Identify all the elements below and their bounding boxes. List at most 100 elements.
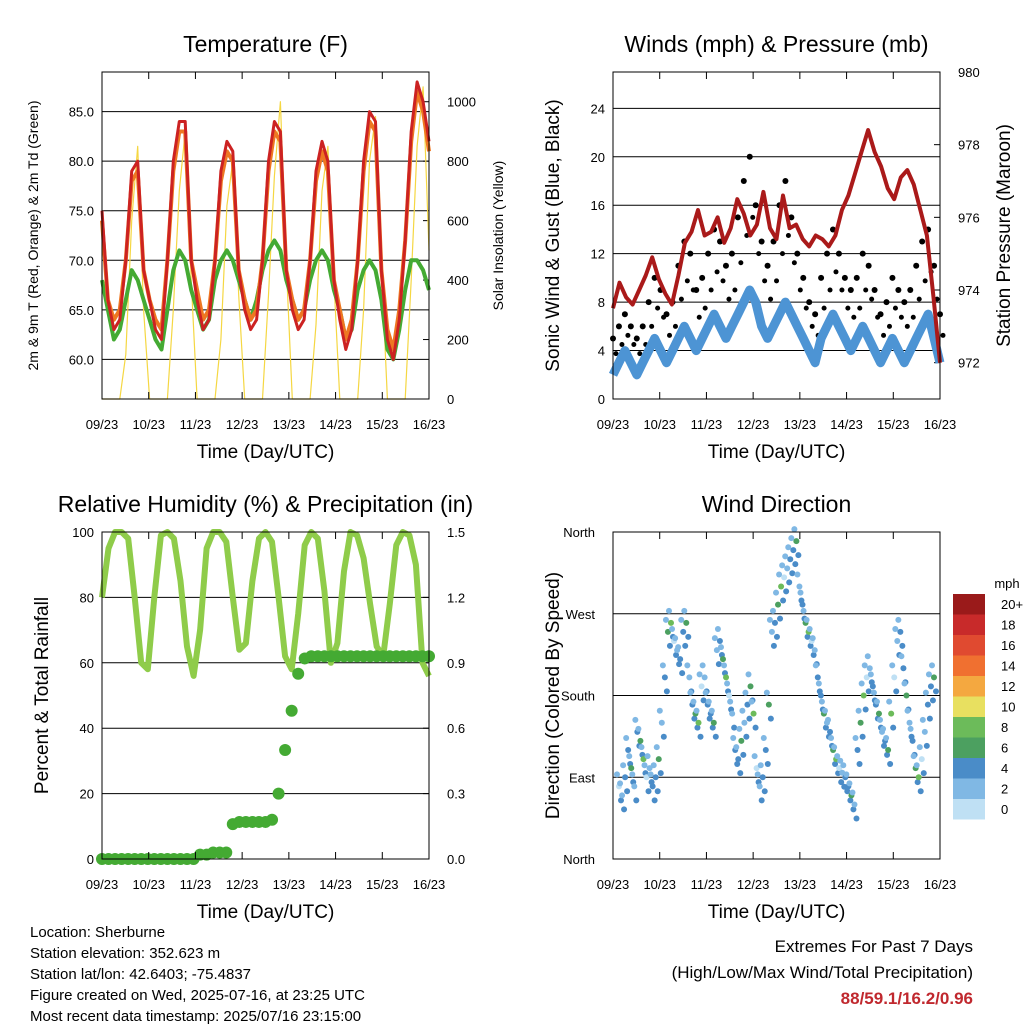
gust-point (883, 299, 890, 306)
direction-point (929, 697, 936, 704)
y-right-tick-label: 1000 (447, 95, 476, 110)
direction-point (782, 553, 789, 560)
gust-point (806, 299, 813, 306)
y-tick-label: 75.0 (69, 204, 94, 219)
direction-point (669, 626, 676, 632)
colorbar-label: 18 (1001, 618, 1015, 633)
x-axis-label: Time (Day/UTC) (708, 902, 846, 923)
gust-point (708, 287, 714, 293)
chart-title: Wind Direction (702, 491, 852, 517)
gust-point (853, 274, 860, 281)
y-tick-label: 85.0 (69, 105, 94, 120)
y-right-tick-label: 978 (958, 138, 980, 153)
direction-point (851, 801, 858, 808)
y-right-tick-label: 600 (447, 214, 469, 229)
direction-point (626, 753, 633, 760)
y-axis-right-label: Solar Insolation (Yellow) (490, 161, 506, 311)
colorbar-swatch (953, 655, 985, 676)
direction-point (807, 642, 814, 649)
x-tick-label: 12/23 (737, 877, 770, 892)
direction-point (736, 725, 743, 732)
y-tick-label: 60 (80, 656, 94, 671)
y-tick-label: 80.0 (69, 154, 94, 169)
direction-point (741, 719, 748, 726)
colorbar-swatch (953, 676, 985, 697)
gust-point (764, 262, 771, 269)
colorbar-swatch (953, 778, 985, 799)
direction-point (810, 652, 817, 658)
gust-point (696, 314, 702, 320)
direction-point (885, 747, 892, 753)
rainfall-point (266, 813, 279, 826)
colorbar-label: 8 (1001, 720, 1008, 735)
direction-point (898, 653, 905, 660)
direction-point (686, 674, 693, 681)
direction-point (920, 770, 927, 777)
direction-point (680, 628, 687, 635)
direction-point (847, 797, 854, 804)
direction-point (694, 724, 701, 731)
direction-point (748, 698, 755, 705)
direction-point (825, 716, 832, 723)
gust-point (639, 323, 646, 330)
extremes-box: Extremes For Past 7 Days (High/Low/Max W… (672, 934, 973, 1012)
direction-point (840, 762, 847, 769)
gust-point (803, 305, 809, 311)
direction-point (618, 797, 624, 804)
direction-point (781, 574, 788, 581)
winds-pressure-chart: 0 4 8 12 16 20 24 972 974 976 978 980 Winds (mph) & … (543, 31, 1015, 463)
gust-point (829, 226, 836, 233)
direction-point (684, 662, 691, 669)
gust-point (752, 202, 759, 209)
direction-point (747, 683, 754, 690)
direction-point (780, 597, 787, 604)
x-tick-label: 09/23 (597, 417, 630, 432)
direction-point (653, 744, 660, 751)
gust-point (615, 323, 622, 330)
gust-point (898, 314, 904, 320)
direction-point (925, 671, 932, 678)
gust-point (738, 260, 744, 266)
gust-point (720, 278, 726, 284)
gust-point (877, 311, 884, 318)
direction-point (675, 644, 682, 651)
gust-point (794, 250, 801, 257)
gust-point (889, 274, 896, 281)
direction-point (620, 762, 627, 769)
y-right-tick-label: 800 (447, 154, 469, 169)
direction-point (631, 783, 638, 790)
x-tick-label: 16/23 (924, 417, 957, 432)
y-axis-label: Sonic Wind & Gust (Blue, Black) (543, 99, 564, 371)
direction-point (698, 683, 705, 690)
x-tick-label: 12/23 (737, 417, 770, 432)
direction-point (838, 779, 845, 786)
direction-point (677, 656, 684, 663)
direction-point (734, 761, 741, 767)
y-right-tick-label: 1.5 (447, 525, 465, 540)
direction-point (924, 701, 931, 708)
direction-point (843, 771, 850, 778)
gust-point (833, 269, 839, 275)
direction-point (773, 633, 780, 640)
y-tick-label: 4 (598, 344, 605, 359)
x-tick-label: 12/23 (226, 417, 259, 432)
direction-point (623, 735, 630, 741)
direction-point (754, 771, 761, 778)
x-tick-label: 11/23 (691, 417, 723, 432)
direction-point (632, 716, 639, 723)
y-axis-label: Direction (Colored By Speed) (543, 572, 564, 819)
direction-point (899, 642, 906, 649)
colorbar-swatch (953, 614, 985, 635)
colorbar-swatch (953, 594, 985, 615)
direction-point (846, 780, 853, 787)
rainfall-point (279, 744, 292, 756)
y-right-tick-label: 0 (447, 392, 454, 407)
gust-point (667, 332, 673, 338)
y-axis-label: Percent & Total Rainfall (32, 597, 53, 794)
direction-point (789, 570, 796, 577)
direction-point (701, 674, 708, 681)
y-tick-label: 100 (72, 525, 94, 540)
extremes-subtitle: (High/Low/Max Wind/Total Precipitation) (671, 963, 973, 982)
colorbar-swatch (953, 799, 985, 820)
direction-point (717, 644, 724, 651)
